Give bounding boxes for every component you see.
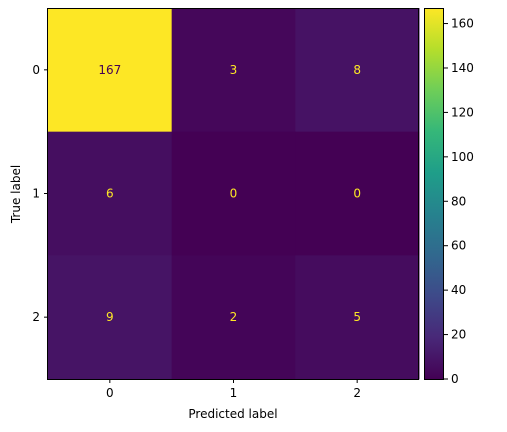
x-tick-label: 0 [106, 386, 114, 400]
colorbar-tick-label: 60 [451, 239, 466, 253]
heatmap-cell [295, 255, 420, 380]
heatmap-cell-label: 6 [106, 187, 114, 201]
heatmap-cell-label: 167 [98, 63, 121, 77]
heatmap-cell-label: 3 [230, 63, 238, 77]
heatmap-cell-label: 2 [230, 310, 238, 324]
heatmap-cell [48, 255, 173, 380]
x-axis-ticks: 0 1 2 [106, 379, 361, 400]
heatmap-cell [295, 8, 420, 133]
y-axis-label: True label [9, 165, 23, 224]
heatmap-cell [171, 8, 296, 133]
heatmap-cells [48, 8, 420, 380]
colorbar-tick-label: 120 [451, 105, 474, 119]
heatmap-cell-label: 9 [106, 310, 114, 324]
heatmap-cell-label: 0 [230, 187, 238, 201]
y-axis-ticks: 0 1 2 [32, 63, 48, 324]
colorbar-tick-label: 80 [451, 194, 466, 208]
heatmap-cell-label: 5 [353, 310, 361, 324]
heatmap-cell [171, 255, 296, 380]
colorbar-tick-label: 20 [451, 328, 466, 342]
x-tick-label: 1 [230, 386, 238, 400]
x-axis-label: Predicted label [188, 407, 277, 421]
colorbar-tick-label: 160 [451, 17, 474, 31]
heatmap-cell-label: 8 [353, 63, 361, 77]
colorbar-tick-label: 0 [451, 372, 459, 386]
y-tick-label: 1 [32, 187, 40, 201]
colorbar [424, 8, 444, 379]
heatmap-cell [295, 131, 420, 256]
colorbar-tick-label: 40 [451, 283, 466, 297]
colorbar-tick-label: 140 [451, 61, 474, 75]
heatmap-cell [171, 131, 296, 256]
y-tick-label: 2 [32, 310, 40, 324]
x-tick-label: 2 [353, 386, 361, 400]
colorbar-tick-label: 100 [451, 150, 474, 164]
y-tick-label: 0 [32, 63, 40, 77]
heatmap-cell-labels: 167 3 8 6 0 0 9 2 5 [98, 63, 361, 324]
colorbar-frame [424, 8, 444, 380]
heatmap-cell [48, 131, 173, 256]
colorbar-ticks: 0 20 40 60 80 100 120 140 160 [444, 17, 474, 386]
heatmap-cell [48, 8, 173, 133]
heatmap-cell-label: 0 [353, 187, 361, 201]
